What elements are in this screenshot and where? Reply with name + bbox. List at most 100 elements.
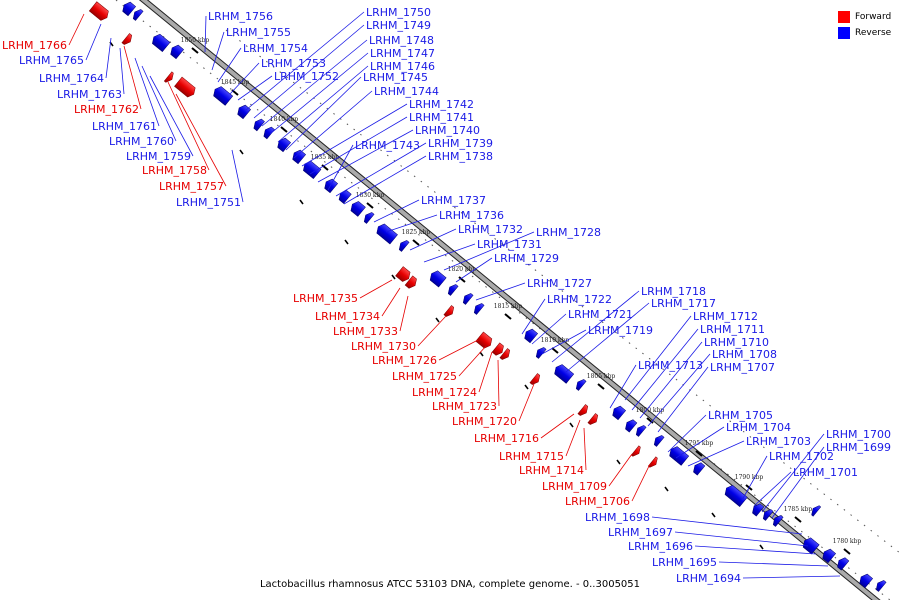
label-leader (343, 155, 427, 205)
forward-gene-box (174, 76, 196, 98)
forward-gene-box (404, 275, 417, 289)
reverse-gene-box (625, 419, 638, 433)
label-leader (674, 531, 809, 547)
gene-label: LRHM_1746 (370, 60, 435, 73)
reverse-gene-box (263, 126, 275, 140)
label-leader (359, 279, 393, 299)
label-leader (231, 149, 244, 203)
label-leader (657, 366, 709, 433)
reverse-gene-box (462, 293, 474, 305)
gene-label: LRHM_1698 (585, 511, 650, 524)
tick-label: 1785 kbp (784, 506, 813, 513)
label-leader (423, 243, 476, 263)
gene-label: LRHM_1699 (826, 441, 891, 454)
label-leader (399, 295, 409, 332)
reverse-gene-box (822, 548, 837, 564)
label-leader (293, 90, 373, 159)
tick-mark (551, 347, 559, 354)
tick-label: 1835 kbp (311, 154, 340, 161)
gene-label: LRHM_1753 (261, 57, 326, 70)
reverse-gene-box (473, 303, 485, 315)
label-leader (531, 313, 567, 345)
label-leader (301, 103, 408, 167)
track-dash (239, 149, 244, 155)
gene-label: LRHM_1701 (793, 466, 858, 479)
gene-label: LRHM_1738 (428, 150, 493, 163)
tick-label: 1820 kbp (448, 266, 477, 273)
forward-gene-box (491, 342, 504, 356)
track-dash (711, 512, 716, 518)
gene-label: LRHM_1704 (726, 421, 791, 434)
label-leader (309, 116, 408, 175)
forward-gene-box (577, 404, 589, 416)
gene-label: LRHM_1732 (458, 223, 523, 236)
forward-gene-box (499, 348, 511, 360)
label-leader (204, 15, 207, 53)
label-leader (608, 453, 633, 487)
track-dash (344, 239, 349, 245)
gene-label: LRHM_1742 (409, 98, 474, 111)
label-leader (85, 23, 102, 61)
label-leader (335, 142, 427, 197)
label-leader (317, 129, 414, 183)
gene-label: LRHM_1750 (366, 6, 431, 19)
label-leader (438, 339, 479, 361)
label-leader (583, 427, 587, 471)
reverse-swatch (838, 27, 850, 39)
label-leader (631, 328, 699, 411)
label-leader (667, 414, 707, 453)
forward-gene-box (395, 266, 411, 282)
label-leader (521, 298, 546, 335)
reverse-gene-box (277, 137, 292, 153)
gene-label: LRHM_1714 (519, 464, 584, 477)
reverse-gene-box (762, 509, 774, 521)
gene-label: LRHM_1756 (208, 10, 273, 23)
label-leader (211, 31, 225, 71)
label-leader (373, 199, 420, 223)
gene-label: LRHM_1731 (477, 238, 542, 251)
gene-label: LRHM_1747 (370, 47, 435, 60)
label-leader (639, 341, 703, 419)
label-leader (269, 52, 369, 135)
gene-label: LRHM_1707 (710, 361, 775, 374)
gene-boxes (88, 1, 887, 592)
gene-label: LRHM_1696 (628, 540, 693, 553)
label-leader (565, 302, 650, 373)
track-dash (569, 422, 574, 428)
gene-label: LRHM_1759 (126, 150, 191, 163)
label-leader (631, 463, 651, 502)
gene-label: LRHM_1749 (366, 19, 431, 32)
gene-label: LRHM_1710 (704, 336, 769, 349)
label-leader (675, 426, 725, 459)
gene-label: LRHM_1743 (355, 139, 420, 152)
reverse-gene-box (772, 515, 784, 527)
gene-labels: LRHM_1766 LRHM_1765 LRHM_1764 LRHM_1763 LRHM… (2, 6, 891, 585)
gene-label: LRHM_1719 (588, 324, 653, 337)
legend-forward: Forward (838, 9, 891, 25)
forward-gene-box (529, 373, 541, 385)
gene-label: LRHM_1697 (608, 526, 673, 539)
tick-mark (504, 313, 512, 320)
tick-mark (458, 276, 466, 283)
label-leader-lines (68, 11, 841, 579)
gene-label: LRHM_1727 (527, 277, 592, 290)
reverse-gene-box (635, 425, 647, 437)
label-leader (237, 75, 273, 101)
tick-label: 1810 kbp (541, 337, 570, 344)
tick-mark (843, 548, 851, 555)
forward-gene-box (163, 71, 174, 83)
gene-label: LRHM_1752 (274, 70, 339, 83)
label-leader (229, 62, 260, 95)
label-leader (381, 287, 401, 317)
gene-label: LRHM_1740 (415, 124, 480, 137)
gene-label: LRHM_1739 (428, 137, 493, 150)
label-leader (123, 45, 142, 110)
reverse-gene-box (350, 201, 366, 217)
track-dash (524, 384, 529, 390)
legend-forward-label: Forward (855, 12, 892, 22)
label-leader (134, 57, 160, 127)
label-leader (277, 65, 369, 143)
reverse-gene-box (324, 178, 339, 194)
legend-reverse-label: Reverse (855, 28, 892, 38)
